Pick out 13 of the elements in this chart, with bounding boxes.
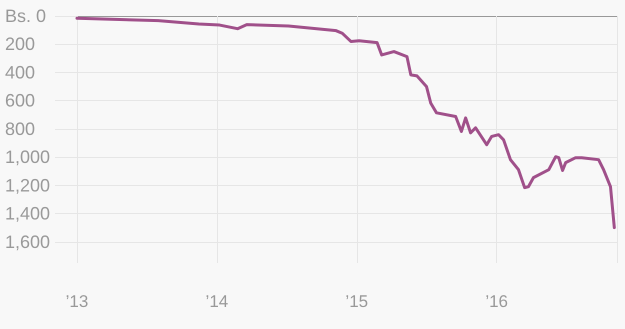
y-tick-label: 1,400 <box>5 204 50 224</box>
x-tick-label: ’16 <box>485 292 508 311</box>
y-tick-label: 1,200 <box>5 175 50 196</box>
y-tick-label: 600 <box>5 90 36 111</box>
y-tick-label: 200 <box>5 34 36 54</box>
y-tick-label: Bs. 0 <box>5 6 46 26</box>
y-tick-label: 1,000 <box>5 147 50 168</box>
y-tick-label: 800 <box>5 118 36 139</box>
x-tick-label: ’15 <box>345 292 368 311</box>
x-tick-label: ’14 <box>206 292 228 311</box>
x-tick-label: ’13 <box>66 292 88 311</box>
y-tick-label: 1,600 <box>5 232 50 252</box>
y-tick-label: 400 <box>5 62 36 82</box>
